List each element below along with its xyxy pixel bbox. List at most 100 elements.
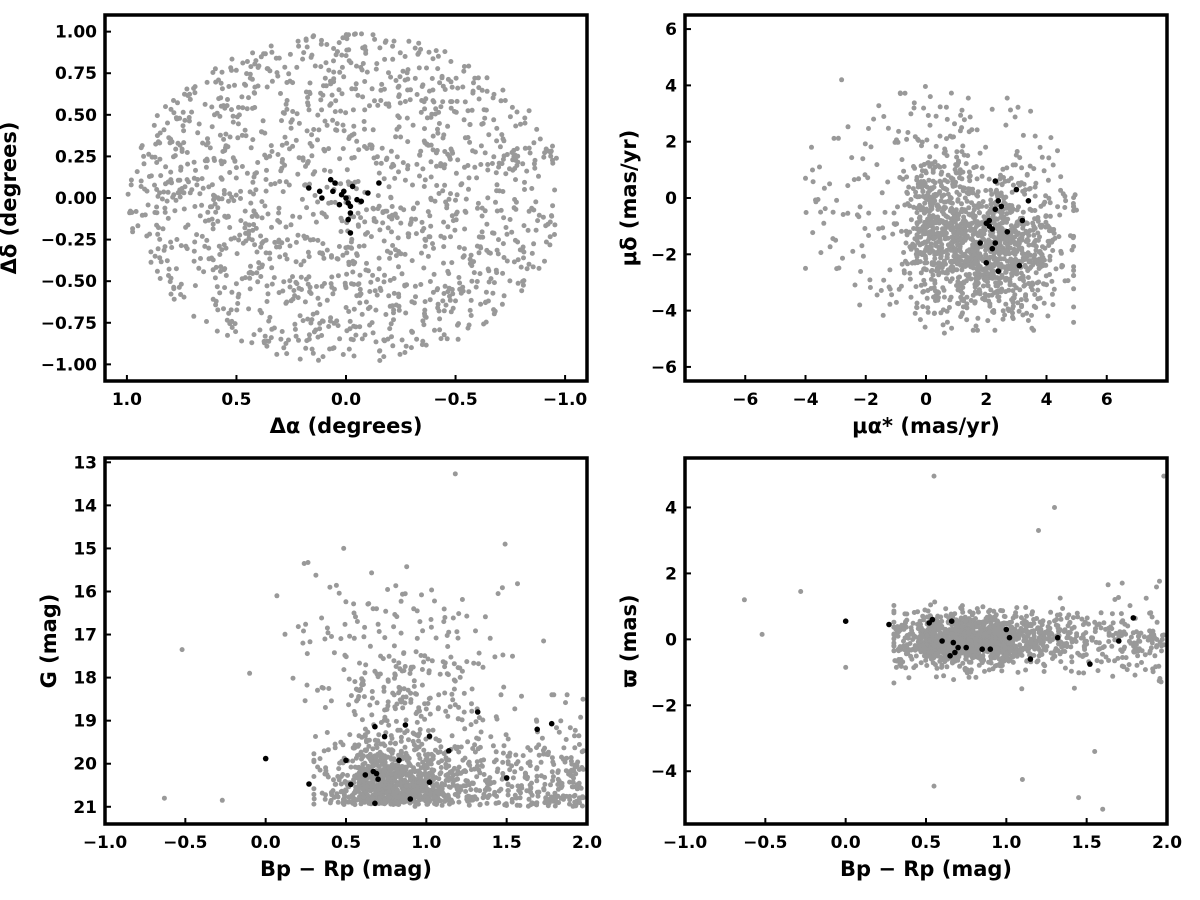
sky-position-field-star bbox=[427, 297, 433, 303]
proper-motion-field-star bbox=[927, 122, 933, 128]
sky-position-field-star bbox=[227, 134, 233, 140]
color-magnitude-field-star bbox=[323, 768, 329, 774]
sky-position-field-star bbox=[371, 155, 377, 161]
sky-position-field-star bbox=[324, 42, 330, 47]
color-magnitude-field-star bbox=[436, 787, 441, 793]
sky-position-field-star bbox=[283, 341, 289, 346]
color-magnitude-field-star bbox=[421, 659, 427, 665]
proper-motion-field-star bbox=[991, 220, 997, 226]
sky-position-field-star bbox=[246, 228, 252, 234]
sky-position-field-star bbox=[339, 91, 345, 97]
sky-position-field-star bbox=[550, 143, 555, 149]
sky-position-field-star bbox=[301, 50, 307, 56]
sky-position-field-star bbox=[181, 128, 187, 134]
sky-position-field-star bbox=[486, 279, 492, 285]
proper-motion-field-star bbox=[898, 283, 904, 289]
sky-position-field-star bbox=[369, 145, 375, 151]
color-magnitude-field-star bbox=[329, 634, 334, 639]
sky-position-field-star bbox=[293, 137, 299, 143]
proper-motion-field-star bbox=[957, 167, 963, 173]
color-magnitude-field-star bbox=[325, 630, 331, 636]
sky-position-field-star bbox=[335, 323, 341, 329]
proper-motion-field-star bbox=[810, 167, 815, 173]
sky-position-field-star bbox=[310, 311, 316, 317]
proper-motion-field-star bbox=[955, 275, 961, 281]
sky-position-field-star bbox=[219, 176, 225, 182]
sky-position-field-star bbox=[201, 269, 207, 275]
proper-motion-field-star bbox=[899, 157, 905, 163]
color-magnitude-field-star bbox=[302, 698, 308, 704]
sky-position-field-star bbox=[192, 283, 198, 289]
sky-position-field-star bbox=[379, 81, 385, 87]
proper-motion-field-star bbox=[955, 300, 961, 306]
sky-position-field-star bbox=[351, 281, 357, 287]
proper-motion-field-star bbox=[983, 144, 989, 150]
proper-motion-field-star bbox=[1045, 177, 1051, 183]
color-magnitude-field-star bbox=[487, 635, 493, 641]
color-magnitude-field-star bbox=[382, 762, 388, 768]
color-magnitude-frame bbox=[103, 456, 589, 826]
color-magnitude-field-star bbox=[574, 782, 580, 788]
color-magnitude-field-star bbox=[549, 755, 555, 761]
color-magnitude-field-star bbox=[343, 787, 349, 793]
sky-position-field-star bbox=[258, 244, 264, 250]
sky-position-field-star bbox=[154, 187, 160, 192]
sky-position-field-star bbox=[522, 187, 527, 192]
color-magnitude-field-star bbox=[418, 653, 424, 658]
sky-position-field-star bbox=[281, 110, 287, 116]
sky-position-field-star bbox=[533, 199, 539, 205]
sky-position-field-star bbox=[388, 74, 394, 80]
proper-motion-field-star bbox=[948, 175, 954, 181]
sky-position-field-star bbox=[326, 67, 332, 73]
sky-position-field-star bbox=[350, 107, 356, 113]
color-magnitude-field-star bbox=[443, 765, 449, 771]
sky-position-field-star bbox=[183, 243, 189, 249]
sky-position-field-star bbox=[340, 122, 346, 128]
sky-position-field-star bbox=[535, 218, 541, 224]
sky-position-field-star bbox=[285, 237, 290, 243]
proper-motion-field-star bbox=[1033, 270, 1039, 276]
sky-position-field-star bbox=[344, 36, 350, 42]
sky-position-field-star bbox=[390, 43, 396, 49]
sky-position-field-star bbox=[203, 142, 209, 148]
proper-motion-field-star bbox=[1058, 248, 1064, 254]
sky-position-field-star bbox=[448, 105, 454, 111]
color-magnitude-field-star bbox=[385, 587, 391, 592]
proper-motion-field-star bbox=[932, 215, 938, 220]
sky-position-field-star bbox=[428, 195, 434, 201]
sky-position-field-star bbox=[359, 336, 365, 342]
sky-position-field-star bbox=[393, 302, 399, 308]
sky-position-field-star bbox=[265, 291, 271, 297]
sky-position-field-star bbox=[315, 112, 321, 118]
sky-position-field-star bbox=[219, 86, 225, 92]
proper-motion-field-star bbox=[996, 229, 1002, 235]
sky-position-field-star bbox=[235, 121, 241, 127]
sky-position-field-star bbox=[233, 192, 239, 198]
proper-motion-field-star bbox=[975, 205, 981, 211]
sky-position-field-star bbox=[232, 82, 237, 88]
color-magnitude-field-star bbox=[476, 736, 481, 742]
sky-position-field-star bbox=[376, 266, 382, 272]
sky-position-field-star bbox=[372, 36, 378, 42]
sky-position-field-star bbox=[171, 154, 176, 160]
proper-motion-field-star bbox=[1071, 195, 1077, 201]
sky-position-field-star bbox=[255, 160, 261, 165]
color-magnitude-field-star bbox=[500, 652, 506, 658]
color-magnitude-field-star bbox=[469, 701, 474, 707]
color-magnitude-field-star bbox=[358, 749, 364, 755]
sky-position-field-star bbox=[491, 154, 497, 160]
proper-motion-field-star bbox=[993, 216, 999, 222]
proper-motion-field-star bbox=[1015, 104, 1021, 110]
proper-motion-field-star bbox=[949, 325, 955, 331]
sky-position-field-star bbox=[552, 187, 558, 193]
sky-position-field-star bbox=[453, 109, 459, 115]
sky-position-field-star bbox=[336, 87, 342, 93]
color-magnitude-ytick-label: 19 bbox=[73, 712, 97, 732]
sky-position-field-star bbox=[493, 199, 498, 205]
sky-position-field-star bbox=[351, 131, 357, 137]
sky-position-field-star bbox=[509, 150, 515, 155]
proper-motion-field-star bbox=[972, 260, 978, 266]
sky-position-field-star bbox=[375, 193, 381, 199]
sky-position-field-star bbox=[295, 232, 301, 238]
color-magnitude-field-star bbox=[375, 784, 381, 790]
